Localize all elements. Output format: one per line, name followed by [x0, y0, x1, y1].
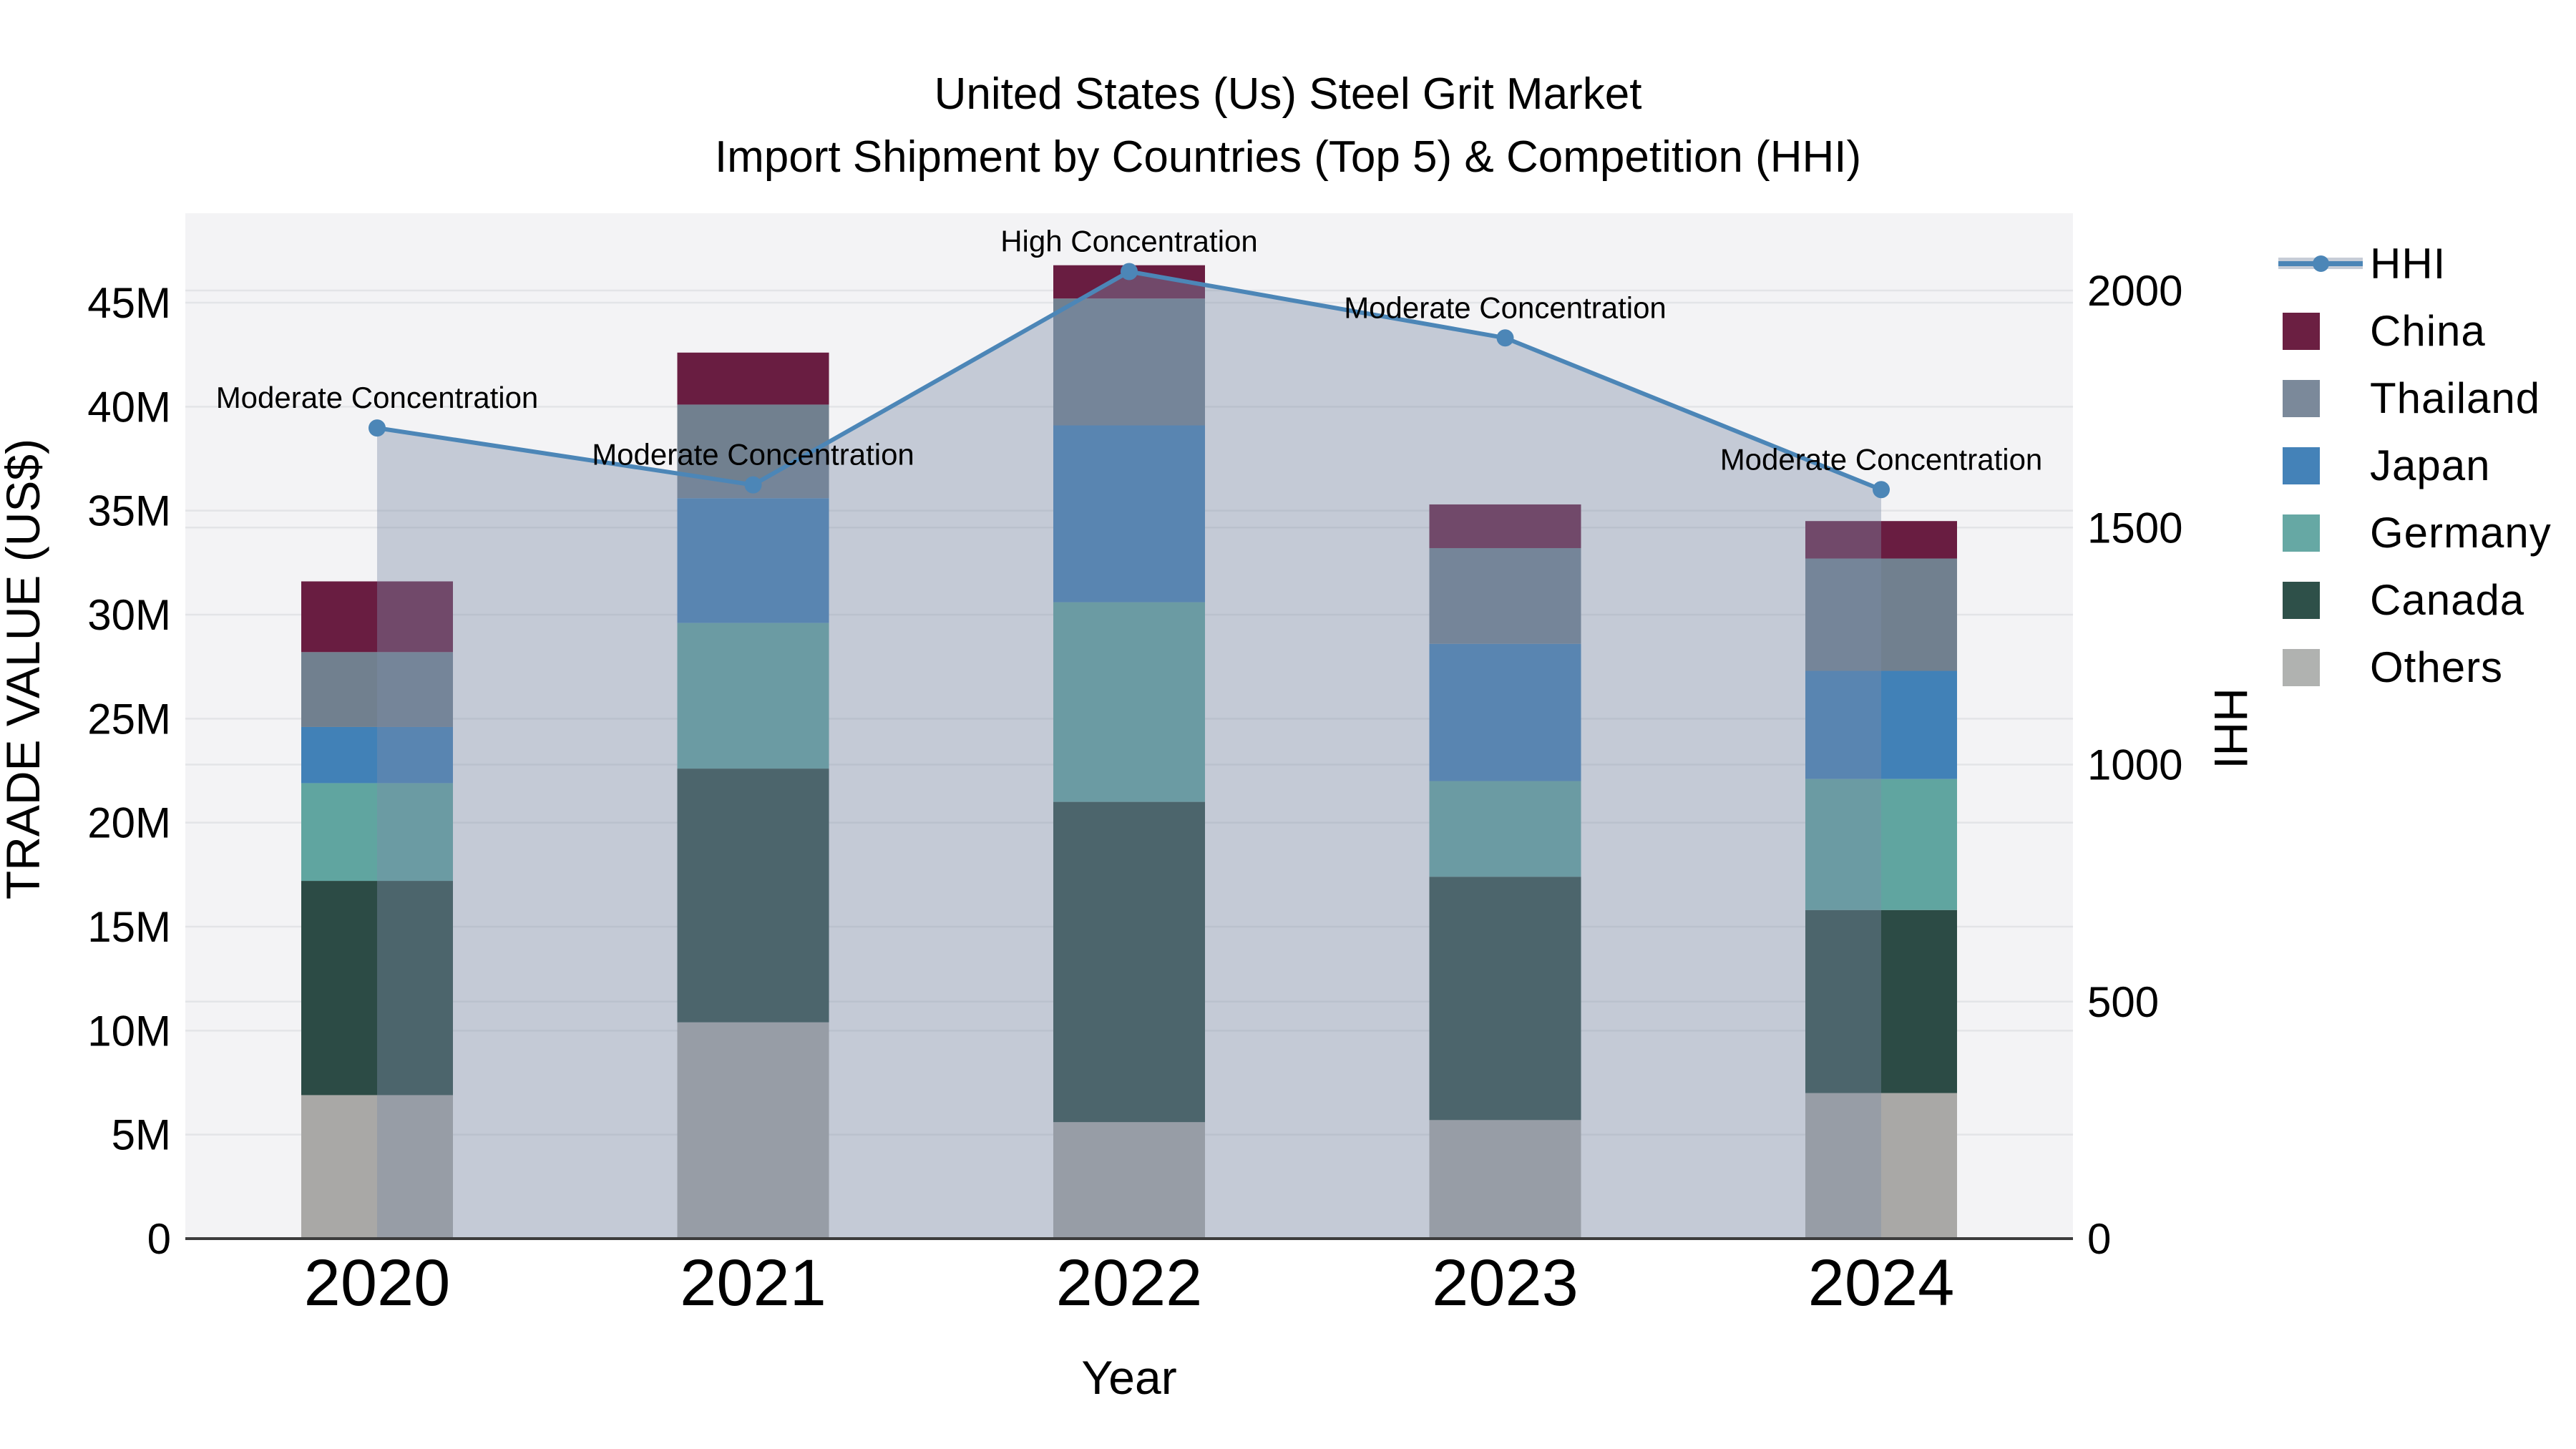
hhi-marker-2023	[1496, 329, 1514, 347]
bar-segment-canada-2020	[301, 881, 453, 1096]
bar-segment-others-2021	[677, 1022, 829, 1239]
bar-segment-others-2020	[301, 1095, 453, 1239]
left-axis-tick-label: 25M	[87, 695, 171, 743]
bar-segment-others-2022	[1053, 1122, 1205, 1239]
legend-item-hhi: HHI	[2278, 230, 2552, 297]
x-axis-tick-label: 2021	[680, 1246, 826, 1319]
x-axis-tick-label: 2024	[1808, 1246, 1955, 1319]
right-axis-tick-label: 500	[2087, 978, 2159, 1026]
bar-segment-germany-2022	[1053, 602, 1205, 802]
annotation-2022: High Concentration	[1000, 225, 1258, 258]
left-axis-tick-label: 0	[147, 1215, 171, 1263]
hhi-marker-2022	[1121, 263, 1138, 280]
bar-segment-thailand-2023	[1429, 547, 1581, 644]
x-axis-tick-label: 2020	[304, 1246, 451, 1319]
x-axis-title: Year	[1081, 1351, 1176, 1404]
bar-segment-canada-2021	[677, 769, 829, 1023]
x-axis-tick-label: 2023	[1432, 1246, 1579, 1319]
right-axis-tick-label: 1500	[2087, 504, 2182, 552]
left-axis-tick-label: 10M	[87, 1007, 171, 1055]
japan-swatch-icon	[2283, 447, 2320, 484]
bar-segment-germany-2024	[1805, 779, 1957, 910]
bar-segment-others-2023	[1429, 1120, 1581, 1239]
legend: HHI China Thailand Japan Germany Canada …	[2278, 230, 2552, 701]
legend-item-germany: Germany	[2278, 499, 2552, 566]
annotation-2021: Moderate Concentration	[592, 438, 914, 472]
chart-title: United States (Us) Steel Grit Market Imp…	[0, 63, 2576, 189]
left-axis-tick-label: 5M	[112, 1111, 171, 1159]
right-axis-title: HHI	[2205, 688, 2258, 769]
hhi-area-fill	[377, 271, 1881, 1239]
bar-segment-china-2023	[1429, 504, 1581, 548]
bar-segment-thailand-2022	[1053, 298, 1205, 426]
germany-swatch-icon	[2283, 514, 2320, 552]
bar-segment-japan-2023	[1429, 643, 1581, 781]
annotation-2024: Moderate Concentration	[1720, 442, 2043, 476]
bar-segment-germany-2023	[1429, 781, 1581, 877]
right-axis-tick-label: 2000	[2087, 267, 2182, 315]
right-axis-tick-label: 0	[2087, 1215, 2111, 1263]
hhi-line-swatch-icon	[2278, 245, 2363, 282]
bar-segment-japan-2022	[1053, 425, 1205, 602]
legend-label: Canada	[2370, 575, 2525, 624]
legend-label: Others	[2370, 643, 2504, 691]
legend-label: Japan	[2370, 441, 2491, 489]
legend-label: Germany	[2370, 508, 2552, 557]
hhi-marker-2024	[1873, 481, 1890, 499]
x-axis-tick-label: 2022	[1056, 1246, 1203, 1319]
bar-segment-germany-2021	[677, 623, 829, 769]
bar-segment-thailand-2020	[301, 652, 453, 727]
bar-segment-others-2024	[1805, 1093, 1957, 1239]
annotation-2023: Moderate Concentration	[1344, 291, 1667, 324]
legend-label: HHI	[2370, 239, 2446, 288]
left-axis-tick-label: 15M	[87, 903, 171, 951]
bar-segment-japan-2021	[677, 498, 829, 623]
canada-swatch-icon	[2283, 582, 2320, 619]
left-axis-tick-label: 40M	[87, 383, 171, 431]
left-axis-tick-label: 30M	[87, 591, 171, 639]
others-swatch-icon	[2283, 649, 2320, 686]
hhi-marker-2020	[369, 419, 386, 437]
thailand-swatch-icon	[2283, 380, 2320, 417]
left-axis-tick-label: 35M	[87, 487, 171, 535]
legend-label: China	[2370, 306, 2486, 355]
bar-segment-germany-2020	[301, 783, 453, 882]
right-axis-tick-label: 1000	[2087, 741, 2182, 789]
left-axis-tick-label: 20M	[87, 799, 171, 847]
chart-title-line1: United States (Us) Steel Grit Market	[934, 69, 1642, 119]
bar-segment-china-2024	[1805, 521, 1957, 559]
left-axis-title: TRADE VALUE (US$)	[0, 439, 49, 899]
bar-segment-japan-2024	[1805, 670, 1957, 779]
bar-segment-japan-2020	[301, 726, 453, 784]
china-swatch-icon	[2283, 313, 2320, 350]
annotation-2020: Moderate Concentration	[216, 381, 539, 414]
legend-item-thailand: Thailand	[2278, 364, 2552, 431]
bar-segment-canada-2024	[1805, 909, 1957, 1093]
legend-item-china: China	[2278, 297, 2552, 364]
legend-item-canada: Canada	[2278, 566, 2552, 633]
chart-title-line2: Import Shipment by Countries (Top 5) & C…	[714, 132, 1862, 182]
legend-item-japan: Japan	[2278, 431, 2552, 499]
left-axis-tick-label: 45M	[87, 279, 171, 327]
bar-segment-canada-2023	[1429, 877, 1581, 1121]
bar-segment-china-2020	[301, 581, 453, 653]
bar-segment-canada-2022	[1053, 801, 1205, 1123]
bar-segment-thailand-2024	[1805, 558, 1957, 671]
legend-item-others: Others	[2278, 633, 2552, 701]
legend-label: Thailand	[2370, 374, 2541, 422]
hhi-marker-2021	[744, 476, 762, 494]
bar-segment-china-2021	[677, 352, 829, 405]
